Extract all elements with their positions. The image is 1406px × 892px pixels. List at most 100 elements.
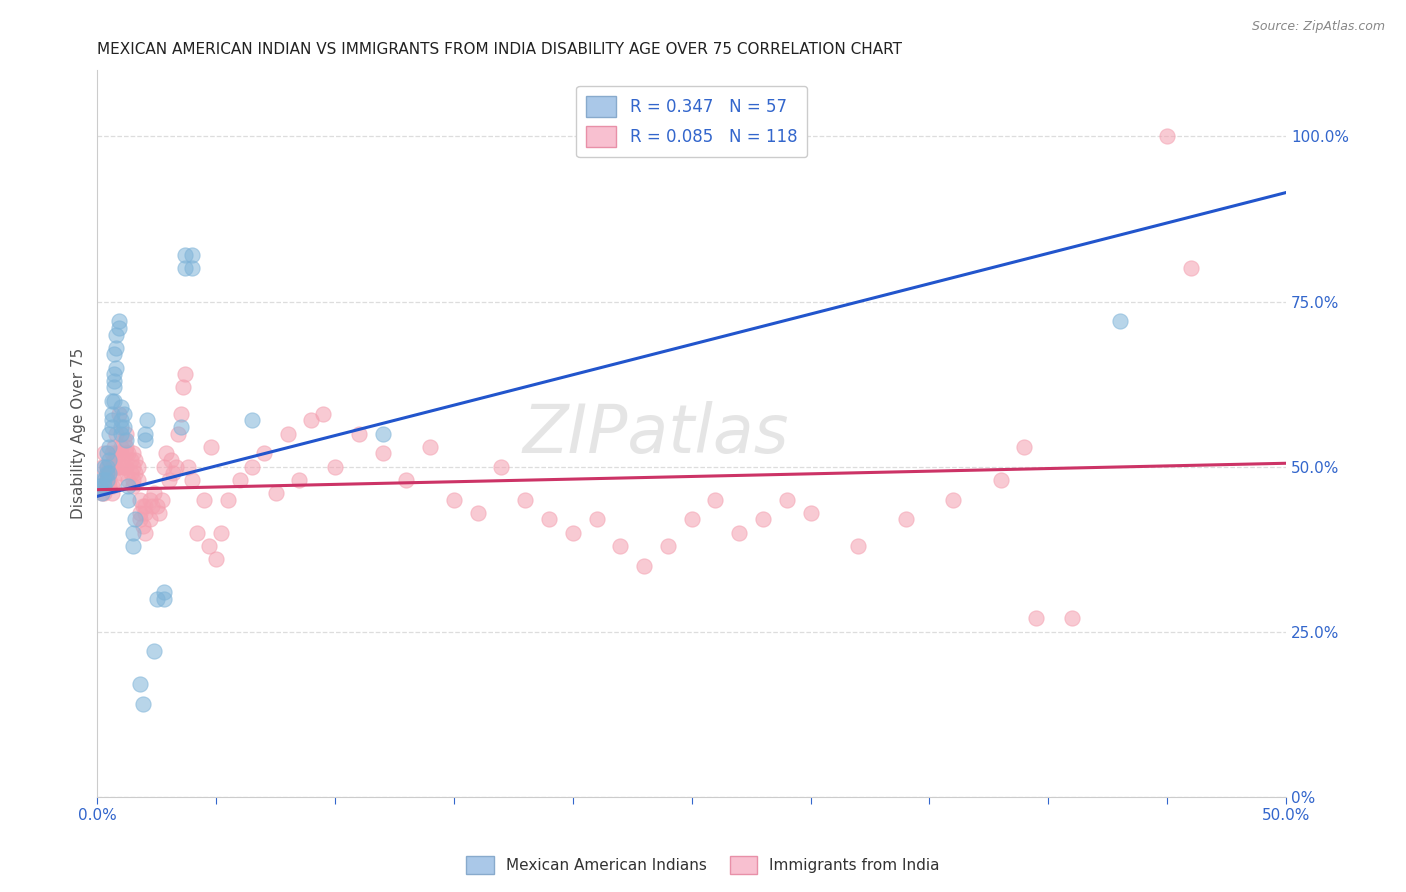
Point <box>98 479 121 493</box>
Point <box>169 420 191 434</box>
Point <box>799 506 821 520</box>
Text: Source: ZipAtlas.com: Source: ZipAtlas.com <box>1251 20 1385 33</box>
Point <box>93 473 115 487</box>
Point <box>91 459 114 474</box>
Point <box>105 446 128 460</box>
Point <box>112 407 135 421</box>
Point <box>110 446 132 460</box>
Point <box>96 446 118 460</box>
Point <box>155 446 177 460</box>
Point <box>120 466 142 480</box>
Point <box>103 380 125 394</box>
Point <box>96 473 118 487</box>
Point <box>264 486 287 500</box>
Point <box>157 473 180 487</box>
Point <box>122 459 145 474</box>
Point <box>136 413 159 427</box>
Point <box>91 473 114 487</box>
Point <box>419 440 441 454</box>
Point <box>134 433 156 447</box>
Point <box>312 407 335 421</box>
Point <box>129 492 152 507</box>
Point <box>129 677 152 691</box>
Point <box>181 261 204 276</box>
Point <box>174 248 197 262</box>
Point <box>704 492 727 507</box>
Point <box>124 512 146 526</box>
Point <box>107 459 129 474</box>
Point <box>131 499 153 513</box>
Point <box>112 420 135 434</box>
Point <box>107 446 129 460</box>
Point <box>93 459 115 474</box>
Point <box>115 459 138 474</box>
Point <box>537 512 560 526</box>
Point <box>174 367 197 381</box>
Point <box>299 413 322 427</box>
Point <box>491 459 513 474</box>
Point <box>681 512 703 526</box>
Point <box>100 486 122 500</box>
Point <box>127 459 149 474</box>
Point <box>122 539 145 553</box>
Point <box>93 479 115 493</box>
Point <box>176 459 198 474</box>
Point <box>110 426 132 441</box>
Point <box>93 446 115 460</box>
Point <box>98 426 121 441</box>
Point <box>134 499 156 513</box>
Point <box>752 512 775 526</box>
Point <box>89 479 111 493</box>
Point <box>103 347 125 361</box>
Point <box>124 453 146 467</box>
Point <box>120 453 142 467</box>
Point <box>229 473 252 487</box>
Point <box>134 426 156 441</box>
Point <box>153 459 176 474</box>
Point <box>103 440 125 454</box>
Point <box>110 440 132 454</box>
Point <box>105 327 128 342</box>
Point <box>127 473 149 487</box>
Point <box>240 413 263 427</box>
Point <box>98 466 121 480</box>
Point <box>165 459 187 474</box>
Point <box>323 459 346 474</box>
Point <box>117 492 139 507</box>
Point <box>153 591 176 606</box>
Point <box>115 433 138 447</box>
Point <box>105 459 128 474</box>
Point <box>728 525 751 540</box>
Point <box>91 486 114 500</box>
Point <box>143 486 166 500</box>
Point <box>103 453 125 467</box>
Point <box>96 473 118 487</box>
Point <box>609 539 631 553</box>
Point <box>110 466 132 480</box>
Point <box>98 459 121 474</box>
Point <box>131 519 153 533</box>
Point <box>253 446 276 460</box>
Point <box>846 539 869 553</box>
Point <box>657 539 679 553</box>
Point <box>167 426 190 441</box>
Point <box>110 413 132 427</box>
Point <box>96 466 118 480</box>
Point <box>894 512 917 526</box>
Point <box>98 453 121 467</box>
Point <box>181 248 204 262</box>
Point <box>1180 261 1202 276</box>
Point <box>112 433 135 447</box>
Point <box>96 459 118 474</box>
Text: ZIPatlas: ZIPatlas <box>523 401 789 467</box>
Point <box>110 400 132 414</box>
Point <box>1108 314 1130 328</box>
Point <box>93 479 115 493</box>
Point <box>143 644 166 658</box>
Point <box>100 479 122 493</box>
Point <box>561 525 583 540</box>
Point <box>134 525 156 540</box>
Legend: R = 0.347   N = 57, R = 0.085   N = 118: R = 0.347 N = 57, R = 0.085 N = 118 <box>576 86 807 157</box>
Point <box>107 407 129 421</box>
Legend: Mexican American Indians, Immigrants from India: Mexican American Indians, Immigrants fro… <box>460 850 946 880</box>
